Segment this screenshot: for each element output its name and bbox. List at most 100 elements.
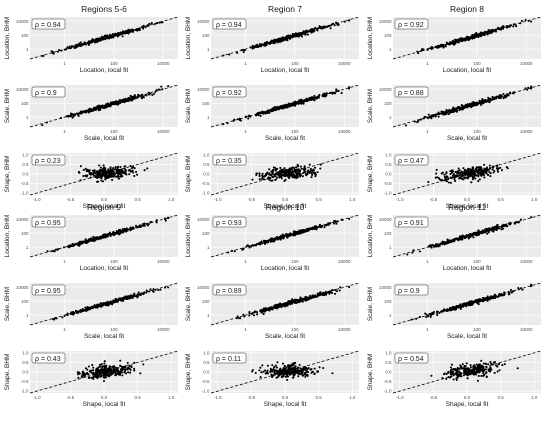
- data-point: [297, 165, 299, 167]
- x-axis-label: Scale, local fit: [447, 135, 487, 142]
- x-tick-label: 100: [473, 129, 481, 134]
- y-axis-label: Scale, BHM: [4, 287, 11, 321]
- data-point: [153, 291, 155, 293]
- data-point: [525, 19, 527, 21]
- data-point: [255, 172, 257, 174]
- data-point: [316, 29, 318, 31]
- data-point: [118, 229, 120, 231]
- data-point: [481, 98, 483, 100]
- x-tick-label: -0.5: [66, 395, 74, 400]
- data-point: [307, 375, 309, 377]
- y-tick-label: -0.5: [21, 379, 29, 384]
- data-point: [497, 171, 499, 173]
- data-point: [145, 94, 147, 96]
- data-point: [311, 32, 313, 34]
- data-point: [478, 233, 480, 235]
- x-axis-label: Location, local fit: [261, 67, 310, 74]
- data-point: [471, 169, 473, 171]
- y-tick-label: -0.5: [202, 379, 210, 384]
- x-tick-label: 1: [426, 61, 429, 66]
- data-point: [282, 363, 284, 365]
- y-axis-label: Scale, BHM: [185, 89, 192, 123]
- data-point: [66, 115, 68, 117]
- data-point: [270, 240, 272, 242]
- data-point: [247, 118, 249, 120]
- data-point: [271, 179, 273, 181]
- rho-label: ρ = 0.47: [395, 155, 428, 165]
- rho-label-text: ρ = 0.93: [216, 220, 242, 227]
- data-point: [292, 173, 294, 175]
- data-point: [476, 174, 478, 176]
- data-point: [479, 178, 481, 180]
- data-point: [497, 168, 499, 170]
- y-tick-label: -1.0: [202, 191, 210, 196]
- data-point: [311, 174, 313, 176]
- data-point: [283, 375, 285, 377]
- data-point: [283, 368, 285, 370]
- y-tick-label: 1: [389, 115, 392, 120]
- data-point: [94, 169, 96, 171]
- data-point: [90, 237, 92, 239]
- data-point: [489, 164, 491, 166]
- data-point: [485, 172, 487, 174]
- data-point: [149, 288, 151, 290]
- data-point: [239, 119, 241, 121]
- data-point: [456, 110, 458, 112]
- rho-label: ρ = 0.35: [213, 155, 246, 165]
- data-point: [124, 165, 126, 167]
- data-point: [248, 315, 250, 317]
- data-point: [319, 26, 321, 28]
- data-point: [100, 180, 102, 182]
- data-point: [132, 297, 134, 299]
- data-point: [302, 175, 304, 177]
- data-point: [341, 92, 343, 94]
- data-point: [271, 40, 273, 42]
- y-tick-label: -1.0: [21, 389, 29, 394]
- data-point: [462, 178, 464, 180]
- data-point: [262, 371, 264, 373]
- x-tick-label: -1.0: [396, 197, 404, 202]
- x-tick-label: 100: [291, 129, 299, 134]
- x-tick-label: 0.5: [498, 197, 505, 202]
- data-point: [276, 367, 278, 369]
- data-point: [103, 362, 105, 364]
- x-tick-label: -0.5: [66, 197, 74, 202]
- data-point: [100, 175, 102, 177]
- data-point: [89, 173, 91, 175]
- data-point: [159, 289, 161, 291]
- data-point: [334, 92, 336, 94]
- x-tick-label: -0.5: [247, 395, 255, 400]
- data-point: [482, 100, 484, 102]
- data-point: [493, 170, 495, 172]
- data-point: [436, 169, 438, 171]
- data-point: [57, 51, 59, 53]
- region-title: Region 10: [266, 202, 305, 212]
- data-point: [123, 172, 125, 174]
- data-point: [277, 376, 279, 378]
- x-tick-label: 0.0: [101, 395, 108, 400]
- data-point: [276, 168, 278, 170]
- data-point: [259, 178, 261, 180]
- rho-label: ρ = 0.94: [32, 19, 65, 29]
- data-point: [279, 374, 281, 376]
- data-point: [467, 168, 469, 170]
- data-point: [279, 369, 281, 371]
- data-point: [267, 365, 269, 367]
- y-tick-label: 10000: [379, 19, 392, 24]
- data-point: [468, 175, 470, 177]
- x-axis-label: Shape, local fit: [264, 401, 307, 408]
- data-point: [67, 312, 69, 314]
- data-point: [274, 179, 276, 181]
- data-point: [319, 226, 321, 228]
- data-point: [506, 93, 508, 95]
- data-point: [427, 181, 429, 183]
- data-point: [115, 176, 117, 178]
- x-tick-label: 1: [63, 327, 66, 332]
- data-point: [167, 85, 169, 87]
- x-axis-label: Location, local fit: [80, 67, 129, 74]
- data-point: [474, 104, 476, 106]
- data-point: [87, 309, 89, 311]
